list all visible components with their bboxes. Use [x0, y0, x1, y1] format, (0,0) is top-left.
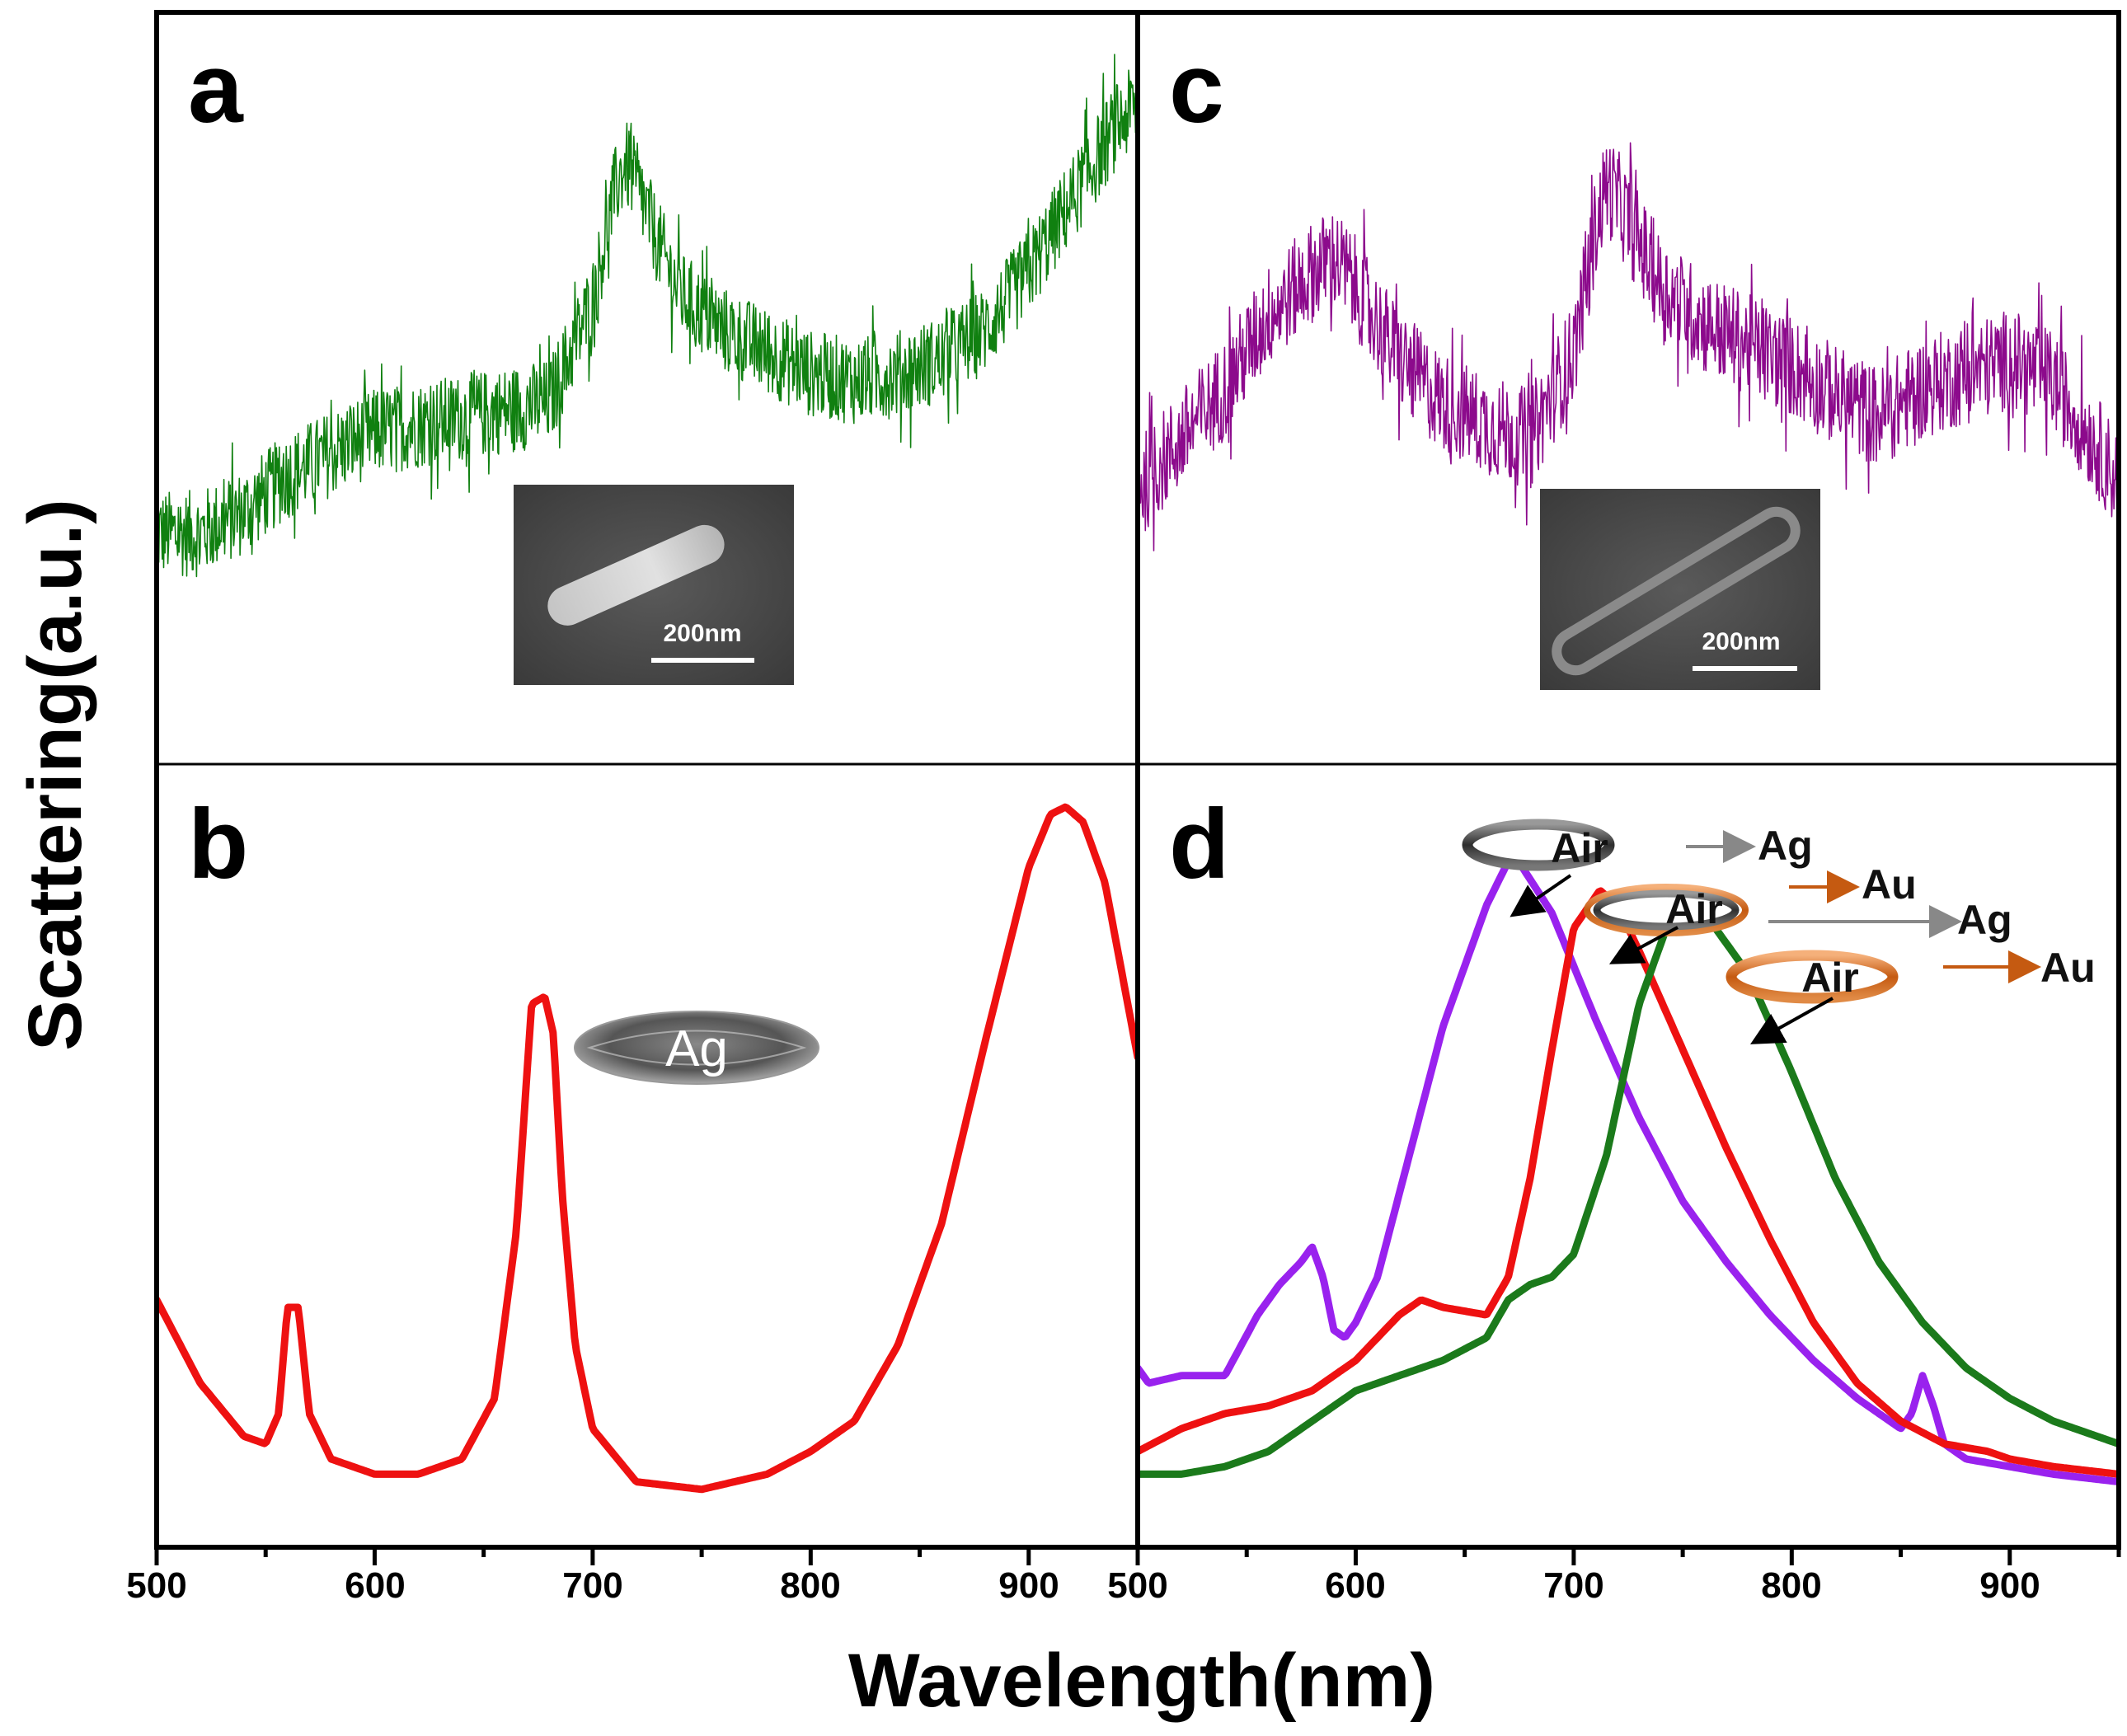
tick-label: 700 [562, 1565, 622, 1606]
series-line-c-0 [1138, 142, 2119, 551]
tick-label: 800 [780, 1565, 840, 1606]
shell-model-2-shell-au: Au [1862, 861, 1917, 908]
panel-a-series [157, 54, 1138, 578]
panel-c-series [1138, 142, 2119, 551]
tick-label: 600 [1325, 1565, 1385, 1606]
ag-label: Ag [665, 1020, 728, 1077]
tick-label: 800 [1761, 1565, 1821, 1606]
panel-b-series [157, 803, 1138, 1494]
panel-d-series [1138, 849, 2119, 1486]
x-axis-title: Wavelength(nm) [848, 1639, 1435, 1723]
shell-model-1: Air Ag [1462, 819, 1813, 871]
series-line-d-1 [1138, 887, 2119, 1478]
panel-letter-b: b [188, 789, 248, 899]
panel-letter-d: d [1169, 789, 1229, 899]
series-line-d-0 [1138, 849, 2119, 1486]
nanorod-a [547, 524, 725, 626]
scale-label-c: 200nm [1702, 628, 1780, 655]
shell-model-3-core: Air [1801, 955, 1858, 1001]
sem-inset-a: 200nm [514, 485, 794, 685]
panel-letter-c: c [1169, 33, 1224, 143]
nanotube-c [1552, 506, 1801, 676]
shell-model-3-shell-au: Au [2040, 945, 2096, 991]
tick-label: 500 [1107, 1565, 1167, 1606]
shell-model-1-core: Air [1551, 825, 1608, 871]
arrow-to-green-peak [1750, 997, 1834, 1044]
arrow-to-red-peak [1608, 926, 1679, 964]
series-line-b-0 [157, 803, 1138, 1494]
panel-letter-a: a [188, 33, 244, 143]
sem-inset-c: 200nm [1540, 489, 1820, 690]
tick-label: 600 [345, 1565, 405, 1606]
scale-label-a: 200nm [663, 620, 741, 647]
arrow-to-violet-peak [1510, 874, 1572, 917]
tick-label: 900 [1979, 1565, 2040, 1606]
tick-label: 900 [998, 1565, 1059, 1606]
shell-model-2-shell-ag: Ag [1957, 897, 2012, 943]
series-line-a-0 [157, 54, 1138, 578]
series-line-d-2 [1138, 901, 2119, 1478]
ag-model: Ag [574, 1011, 819, 1085]
shell-model-3: Air Au [1726, 945, 2096, 1004]
y-axis-title: Scattering(a.u.) [13, 499, 97, 1051]
x-ticks [154, 1547, 2121, 1565]
shell-model-1-shell-ag: Ag [1758, 823, 1813, 869]
x-tick-labels-right: 500 600 700 800 900 [1107, 1565, 2040, 1606]
shell-model-2-core: Air [1665, 886, 1722, 932]
tick-label: 500 [126, 1565, 186, 1606]
tick-label: 700 [1543, 1565, 1603, 1606]
x-tick-labels-left: 500 600 700 800 900 [126, 1565, 1059, 1606]
shell-model-2: Air Au Ag [1584, 861, 2012, 943]
